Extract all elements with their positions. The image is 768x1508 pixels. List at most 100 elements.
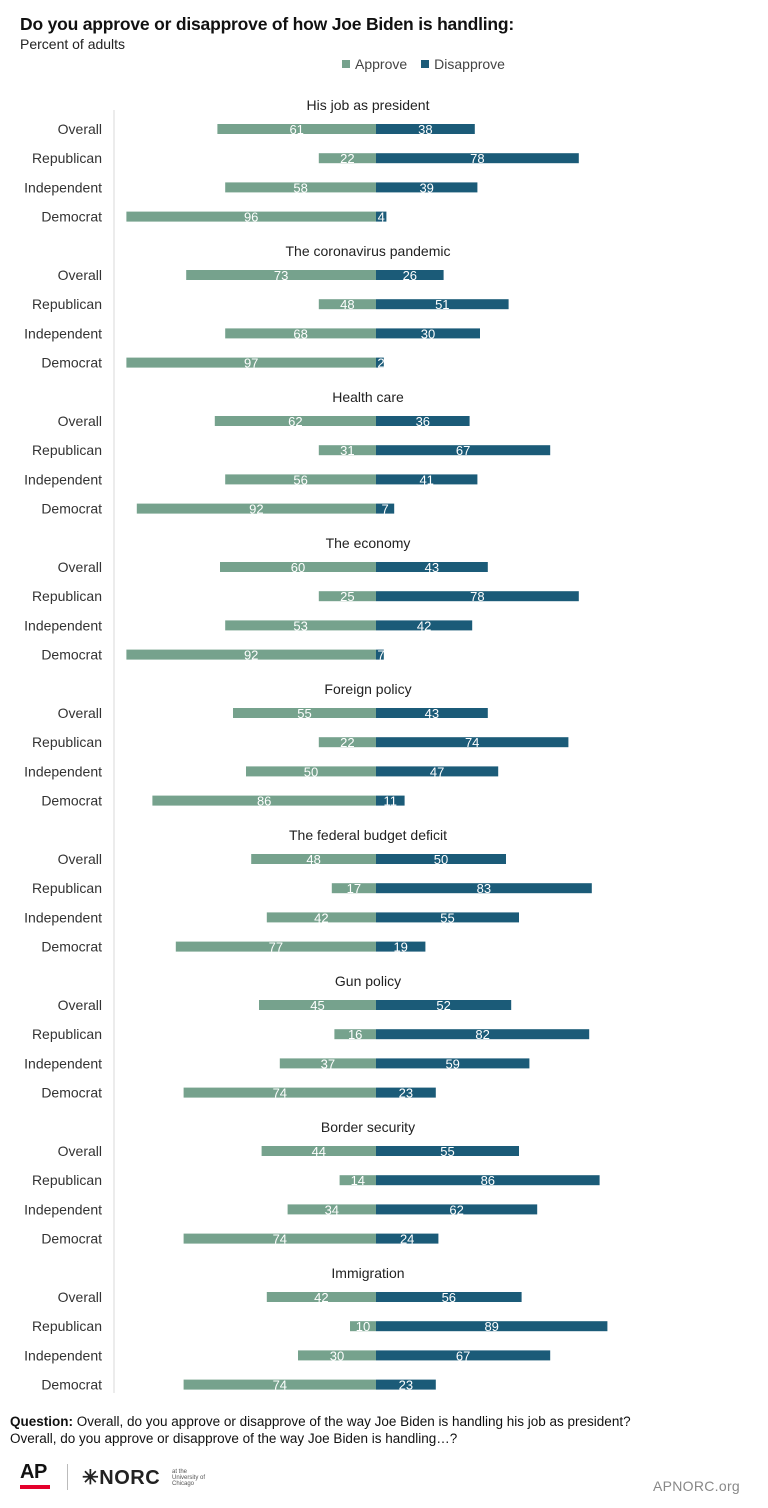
- legend: Approve Disapprove: [342, 56, 505, 72]
- approve-value-label: 42: [314, 910, 328, 925]
- category-label: Overall: [58, 705, 102, 721]
- disapprove-value-label: 52: [436, 998, 450, 1013]
- approve-value-label: 62: [288, 414, 302, 429]
- approve-value-label: 50: [304, 764, 318, 779]
- approve-bar: [225, 182, 376, 193]
- disapprove-bar: [376, 1000, 512, 1010]
- question-line-2: Overall, do you approve or disapprove of…: [10, 1431, 458, 1446]
- category-label: Democrat: [41, 647, 102, 663]
- approve-bar: [186, 270, 376, 280]
- disapprove-value-label: 67: [456, 1348, 470, 1363]
- disapprove-bar: [376, 1292, 522, 1302]
- approve-value-label: 22: [340, 735, 354, 750]
- approve-value-label: 97: [244, 356, 258, 371]
- disapprove-bar: [376, 766, 499, 777]
- approve-value-label: 14: [351, 1173, 365, 1188]
- category-label: Republican: [32, 1026, 102, 1042]
- approve-bar: [318, 445, 376, 456]
- disapprove-bar: [376, 124, 475, 134]
- legend-disapprove-label: Disapprove: [434, 56, 505, 72]
- approve-value-label: 92: [249, 502, 263, 517]
- approve-bar: [266, 1292, 376, 1302]
- ap-logo-bar: [20, 1485, 50, 1489]
- category-label: Republican: [32, 734, 102, 750]
- approve-bar: [126, 357, 377, 368]
- question-line-1: Overall, do you approve or disapprove of…: [73, 1414, 631, 1429]
- group-title: His job as president: [307, 97, 430, 113]
- disapprove-bar: [376, 270, 444, 280]
- category-label: Independent: [24, 909, 102, 925]
- approve-value-label: 96: [244, 210, 258, 225]
- disapprove-bar: [376, 153, 579, 164]
- disapprove-value-label: 59: [445, 1056, 459, 1071]
- disapprove-value-label: 26: [403, 268, 417, 283]
- approve-bar: [298, 1350, 376, 1361]
- approve-bar: [225, 620, 376, 631]
- disapprove-bar: [376, 357, 384, 368]
- category-label: Democrat: [41, 793, 102, 809]
- disapprove-value-label: 38: [418, 122, 432, 137]
- approve-value-label: 60: [291, 560, 305, 575]
- approve-value-label: 56: [293, 472, 307, 487]
- approve-bar: [126, 649, 377, 660]
- disapprove-bar: [376, 503, 395, 514]
- norc-logo: ✳NORC: [82, 1467, 161, 1489]
- disapprove-bar: [376, 941, 426, 952]
- category-label: Democrat: [41, 501, 102, 517]
- disapprove-bar: [376, 883, 592, 894]
- disapprove-value-label: 2: [377, 356, 384, 371]
- disapprove-value-label: 23: [399, 1086, 413, 1101]
- category-label: Republican: [32, 1172, 102, 1188]
- disapprove-bar: [376, 1204, 538, 1215]
- disapprove-bar: [376, 708, 488, 718]
- approve-bar: [318, 299, 376, 310]
- question-label: Question:: [10, 1414, 73, 1429]
- disapprove-bar: [376, 1058, 530, 1069]
- approve-bar: [318, 591, 376, 602]
- category-label: Democrat: [41, 1231, 102, 1247]
- category-label: Independent: [24, 617, 102, 633]
- disapprove-value-label: 11: [384, 794, 398, 809]
- approve-bar: [183, 1379, 376, 1390]
- approve-value-label: 61: [289, 122, 303, 137]
- approve-bar: [259, 1000, 376, 1010]
- group-title: The coronavirus pandemic: [286, 243, 451, 259]
- disapprove-bar: [376, 1233, 439, 1244]
- category-label: Republican: [32, 150, 102, 166]
- disapprove-value-label: 7: [381, 502, 388, 517]
- disapprove-bar: [376, 474, 478, 485]
- category-label: Overall: [58, 997, 102, 1013]
- disapprove-value-label: 67: [456, 443, 470, 458]
- group-title: Gun policy: [335, 973, 401, 989]
- disapprove-value-label: 55: [440, 1144, 454, 1159]
- disapprove-bar: [376, 1175, 600, 1186]
- category-label: Overall: [58, 851, 102, 867]
- category-label: Overall: [58, 121, 102, 137]
- approve-value-label: 74: [273, 1232, 287, 1247]
- approve-bar: [214, 416, 376, 426]
- disapprove-bar: [376, 854, 506, 864]
- ap-logo: AP: [20, 1461, 47, 1483]
- category-label: Republican: [32, 296, 102, 312]
- disapprove-value-label: 78: [470, 151, 484, 166]
- legend-item-approve: Approve: [342, 56, 407, 72]
- legend-approve-label: Approve: [355, 56, 408, 72]
- disapprove-value-label: 41: [419, 472, 433, 487]
- logo-divider: [67, 1464, 68, 1490]
- approve-value-label: 77: [269, 940, 283, 955]
- approve-value-label: 73: [274, 268, 288, 283]
- category-label: Overall: [58, 1143, 102, 1159]
- approve-bar: [350, 1321, 376, 1332]
- approve-bar: [287, 1204, 376, 1215]
- approve-value-label: 37: [321, 1056, 335, 1071]
- disapprove-bar: [376, 299, 509, 310]
- category-label: Democrat: [41, 209, 102, 225]
- approve-bar: [220, 562, 376, 572]
- disapprove-value-label: 30: [421, 326, 435, 341]
- approve-bar: [217, 124, 376, 134]
- approve-value-label: 42: [314, 1290, 328, 1305]
- disapprove-bar: [376, 795, 405, 806]
- disapprove-value-label: 42: [417, 618, 431, 633]
- legend-item-disapprove: Disapprove: [421, 56, 505, 72]
- approve-bar: [251, 854, 376, 864]
